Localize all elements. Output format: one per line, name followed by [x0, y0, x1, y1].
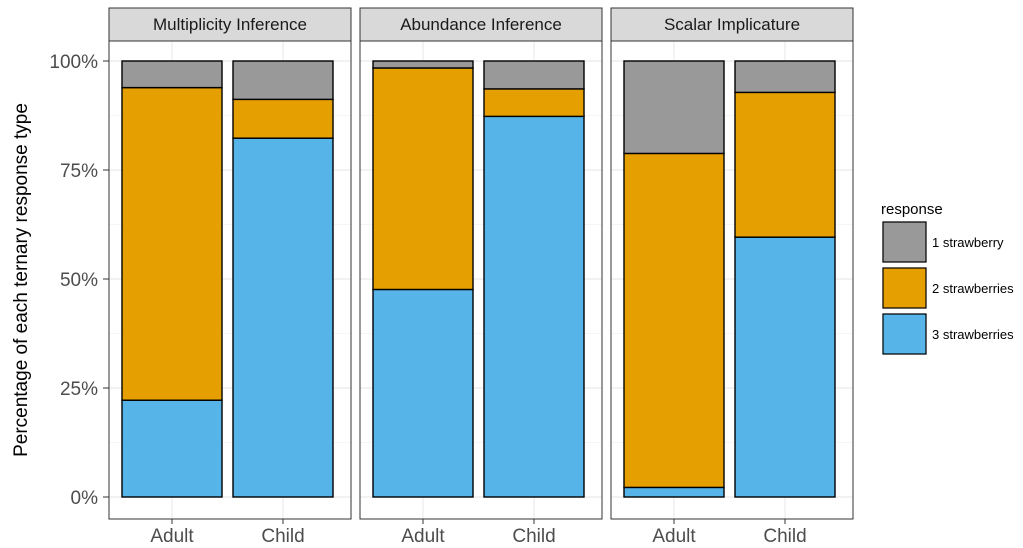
- y-tick-label: 100%: [49, 52, 98, 73]
- bar-segment: [734, 60, 836, 94]
- bar-segment: [483, 115, 585, 498]
- legend-swatch: [882, 313, 927, 355]
- x-tick-label: Child: [261, 526, 304, 547]
- bar-segment: [483, 88, 585, 118]
- bar-segment: [734, 236, 836, 498]
- facet-title: Multiplicity Inference: [153, 15, 307, 34]
- x-tick-label: Adult: [150, 526, 194, 547]
- facet-strip: [108, 7, 352, 42]
- x-tick-label: Child: [763, 526, 806, 547]
- bar-segment: [483, 60, 585, 90]
- bar-segment: [232, 98, 334, 139]
- y-tick-label: 0%: [71, 488, 99, 509]
- facet-title: Abundance Inference: [400, 15, 562, 34]
- facet-title: Scalar Implicature: [664, 15, 800, 34]
- x-tick-label: Adult: [652, 526, 696, 547]
- x-tick-label: Child: [512, 526, 555, 547]
- bar-segment: [623, 152, 725, 489]
- panel-border: [108, 40, 352, 520]
- panel-border: [610, 40, 854, 520]
- bar-segment: [372, 60, 474, 69]
- legend-title: response: [881, 201, 943, 218]
- legend-label: 2 strawberries: [932, 281, 1014, 296]
- y-tick-label: 50%: [60, 270, 98, 291]
- bar-segment: [372, 67, 474, 291]
- legend-label: 3 strawberries: [932, 327, 1014, 342]
- bar-segment: [372, 288, 474, 498]
- bar-segment: [121, 399, 223, 498]
- legend-swatch: [882, 221, 927, 263]
- legend-swatch: [882, 267, 927, 309]
- bar-segment: [734, 91, 836, 238]
- legend-label: 1 strawberry: [932, 235, 1004, 250]
- y-tick-label: 75%: [60, 161, 98, 182]
- bar-segment: [232, 60, 334, 101]
- bar-segment: [623, 60, 725, 155]
- bar-segment: [121, 60, 223, 89]
- y-axis-title: Percentage of each ternary response type: [11, 103, 32, 457]
- bar-segment: [623, 486, 725, 498]
- y-tick-label: 25%: [60, 379, 98, 400]
- facet-strip: [359, 7, 603, 42]
- panel-border: [359, 40, 603, 520]
- x-tick-label: Adult: [401, 526, 445, 547]
- bar-segment: [232, 137, 334, 498]
- bar-segment: [121, 86, 223, 401]
- facet-strip: [610, 7, 854, 42]
